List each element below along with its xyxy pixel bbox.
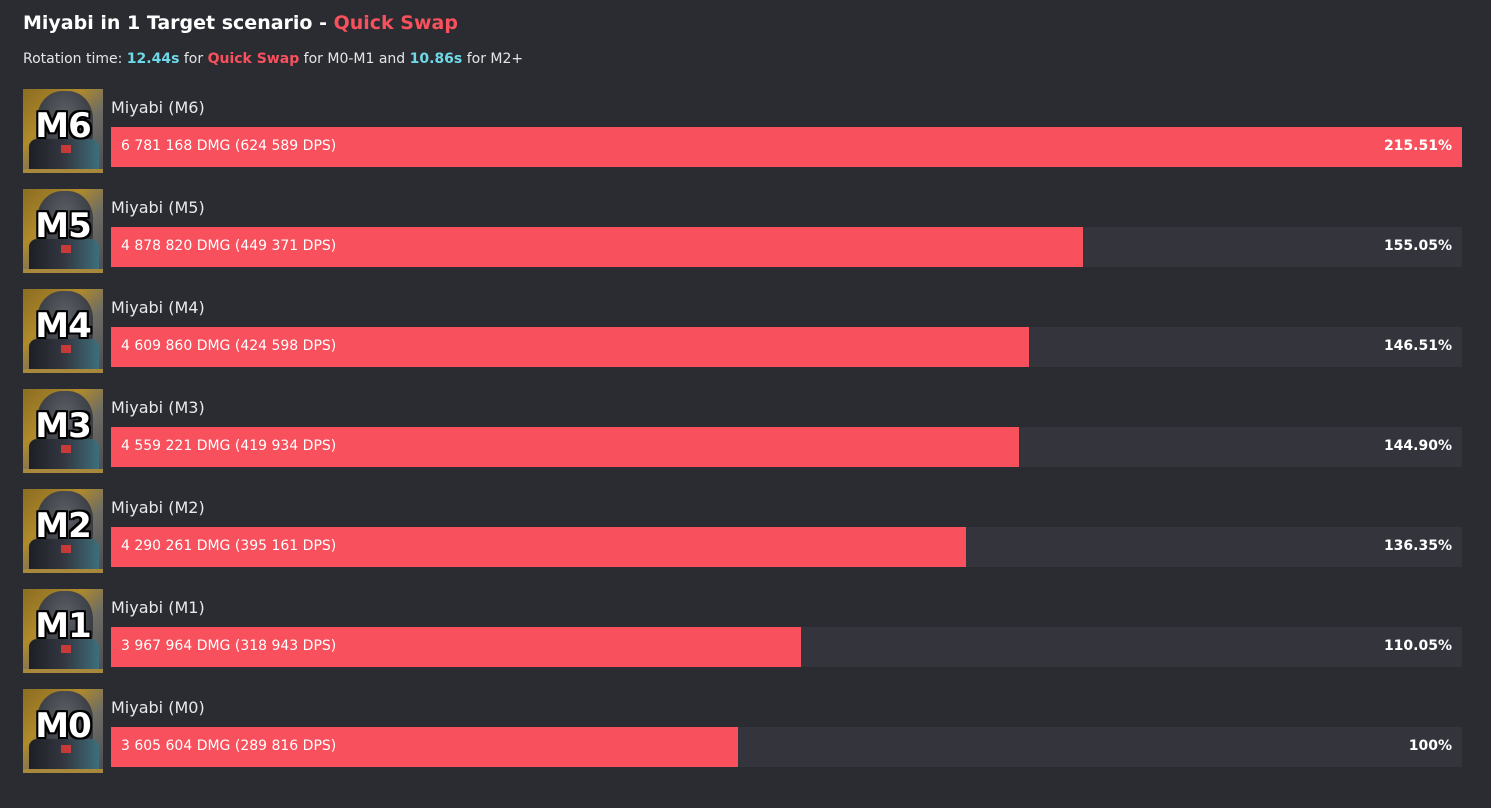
category-label: Miyabi (M6) [111,98,205,117]
portrait-red [61,245,71,253]
mindscape-label: M5 [35,206,92,246]
damage-label: 4 559 221 DMG (419 934 DPS) [121,438,337,454]
portrait-red [61,145,71,153]
percent-label: 146.51% [1383,338,1452,354]
damage-label: 6 781 168 DMG (624 589 DPS) [121,138,337,154]
mindscape-label: M2 [35,506,92,546]
portrait-body [29,139,99,169]
title-main: Miyabi in 1 Target scenario - [23,12,334,34]
category-label: Miyabi (M1) [111,598,205,617]
bar-row: M6 Miyabi (M6) 6 781 168 DMG (624 589 DPS)… [23,89,1462,175]
percent-label: 100% [1408,738,1452,754]
character-portrait: M2 [23,489,103,573]
character-portrait: M1 [23,589,103,673]
mindscape-label: M3 [35,406,92,446]
rotation-time-m2-plus: 10.86s [409,51,463,67]
character-portrait: M5 [23,189,103,273]
portrait-red [61,645,71,653]
chart-title: Miyabi in 1 Target scenario - Quick Swap [23,12,458,34]
category-label: Miyabi (M5) [111,198,205,217]
bar [111,427,1019,467]
percent-label: 144.90% [1383,438,1452,454]
bar-row: M1 Miyabi (M1) 3 967 964 DMG (318 943 DPS)… [23,589,1462,675]
portrait-red [61,445,71,453]
portrait-base [23,669,103,673]
subtitle-suffix: for M2+ [462,51,524,67]
bar-track: 4 878 820 DMG (449 371 DPS) 155.05% [111,227,1462,267]
bar-row: M2 Miyabi (M2) 4 290 261 DMG (395 161 DPS)… [23,489,1462,575]
damage-label: 3 605 604 DMG (289 816 DPS) [121,738,337,754]
bar-row: M3 Miyabi (M3) 4 559 221 DMG (419 934 DPS)… [23,389,1462,475]
portrait-body [29,239,99,269]
bar-row: M0 Miyabi (M0) 3 605 604 DMG (289 816 DPS)… [23,689,1462,775]
damage-label: 4 609 860 DMG (424 598 DPS) [121,338,337,354]
character-portrait: M0 [23,689,103,773]
category-label: Miyabi (M4) [111,298,205,317]
damage-label: 4 878 820 DMG (449 371 DPS) [121,238,337,254]
damage-label: 4 290 261 DMG (395 161 DPS) [121,538,337,554]
portrait-red [61,545,71,553]
portrait-base [23,169,103,173]
bar-track: 6 781 168 DMG (624 589 DPS) 215.51% [111,127,1462,167]
rotation-time-m0-m1: 12.44s [126,51,180,67]
portrait-body [29,539,99,569]
bar [111,727,738,767]
bar [111,627,801,667]
bar-row: M4 Miyabi (M4) 4 609 860 DMG (424 598 DPS)… [23,289,1462,375]
category-label: Miyabi (M3) [111,398,205,417]
bar-row: M5 Miyabi (M5) 4 878 820 DMG (449 371 DPS)… [23,189,1462,275]
bar-track: 3 967 964 DMG (318 943 DPS) 110.05% [111,627,1462,667]
mindscape-label: M4 [35,306,92,346]
portrait-base [23,469,103,473]
mindscape-label: M0 [35,706,92,746]
damage-label: 3 967 964 DMG (318 943 DPS) [121,638,337,654]
category-label: Miyabi (M0) [111,698,205,717]
title-accent: Quick Swap [333,12,458,34]
percent-label: 155.05% [1383,238,1452,254]
rotation-time-subtitle: Rotation time: 12.44s for Quick Swap for… [23,51,523,67]
character-portrait: M4 [23,289,103,373]
mindscape-label: M1 [35,606,92,646]
portrait-base [23,569,103,573]
bar-track: 3 605 604 DMG (289 816 DPS) 100% [111,727,1462,767]
subtitle-prefix: Rotation time: [23,51,127,67]
subtitle-mode: Quick Swap [207,51,300,67]
portrait-base [23,369,103,373]
percent-label: 110.05% [1383,638,1452,654]
portrait-base [23,269,103,273]
percent-label: 215.51% [1383,138,1452,154]
portrait-body [29,739,99,769]
character-portrait: M3 [23,389,103,473]
bar-track: 4 609 860 DMG (424 598 DPS) 146.51% [111,327,1462,367]
bar [111,127,1462,167]
subtitle-for: for [179,51,208,67]
bar-track: 4 290 261 DMG (395 161 DPS) 136.35% [111,527,1462,567]
portrait-body [29,639,99,669]
bar [111,227,1083,267]
portrait-base [23,769,103,773]
portrait-body [29,339,99,369]
category-label: Miyabi (M2) [111,498,205,517]
bar-track: 4 559 221 DMG (419 934 DPS) 144.90% [111,427,1462,467]
portrait-red [61,745,71,753]
character-portrait: M6 [23,89,103,173]
mindscape-label: M6 [35,106,92,146]
bar [111,327,1029,367]
subtitle-mid: for M0-M1 and [299,51,410,67]
portrait-red [61,345,71,353]
bar [111,527,966,567]
portrait-body [29,439,99,469]
percent-label: 136.35% [1383,538,1452,554]
